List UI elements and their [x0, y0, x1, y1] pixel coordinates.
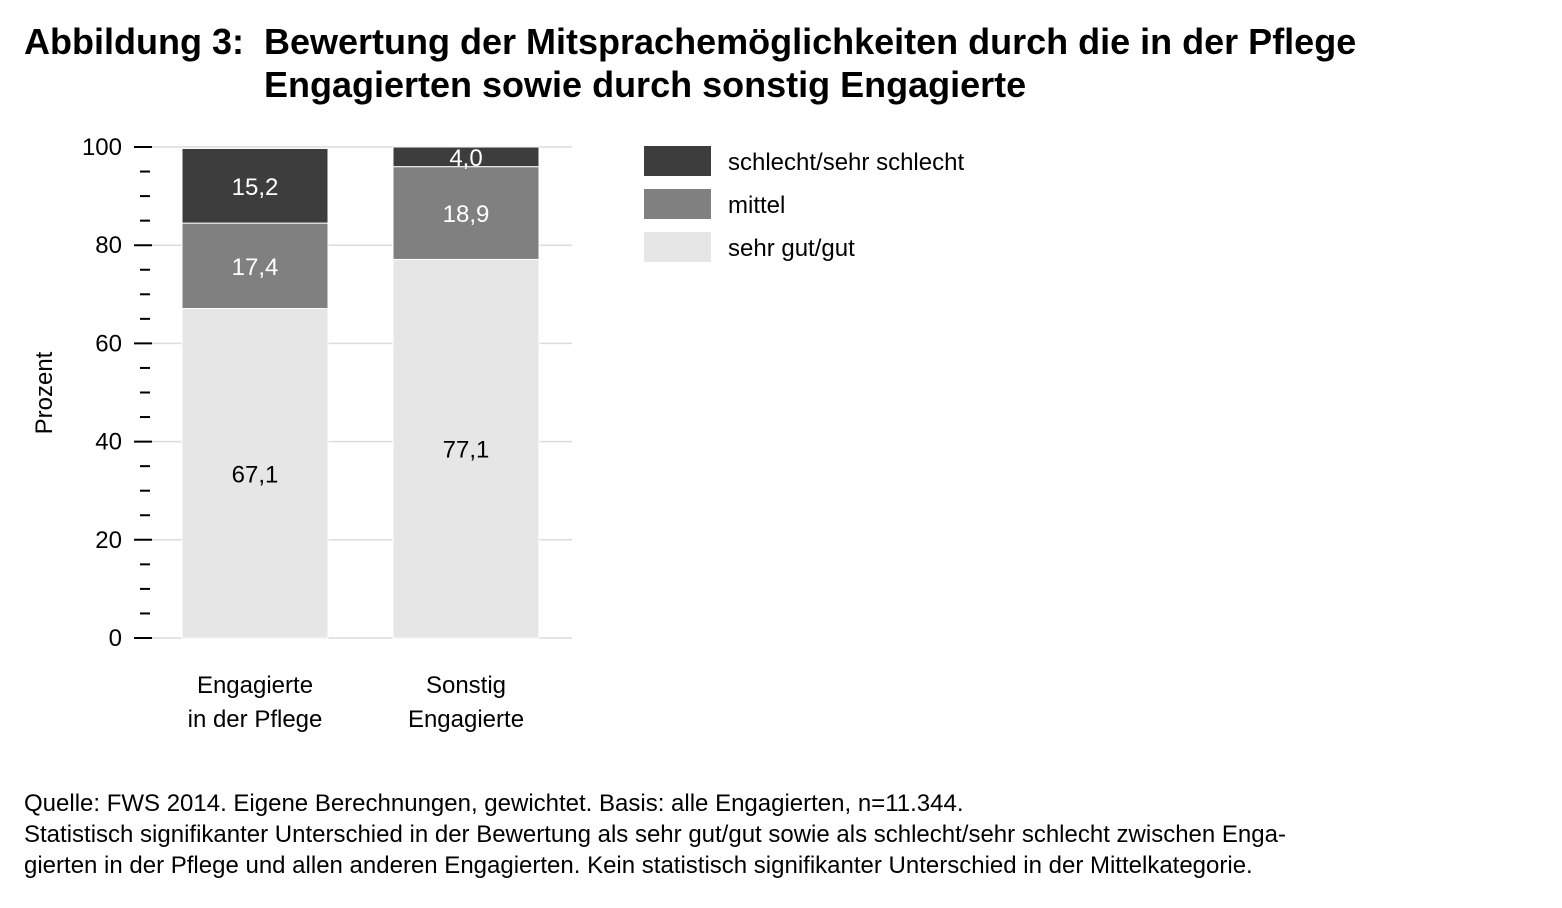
- y-tick-label: 100: [82, 134, 122, 161]
- y-axis-title: Prozent: [31, 351, 58, 434]
- bar-segment: [181, 222, 329, 310]
- significance-note-line2: gierten in der Pflege und allen anderen …: [24, 852, 1253, 879]
- bar-segment: [181, 308, 329, 639]
- figure-title-line2: Engagierten sowie durch sonstig Engagier…: [264, 64, 1027, 105]
- data-label: 67,1: [232, 461, 279, 488]
- data-label: 17,4: [232, 254, 279, 281]
- bar-segment: [392, 258, 540, 639]
- data-label: 18,9: [443, 201, 490, 228]
- data-label: 4,0: [449, 145, 482, 172]
- data-label: 77,1: [443, 437, 490, 464]
- y-axis: 0 20 40 60 80 100 Prozent: [31, 134, 152, 652]
- figure-label: Abbildung 3:: [24, 21, 244, 62]
- bar-segment: [392, 146, 540, 168]
- x-axis-labels: Engagierte in der Pflege Sonstig Engagierte: [188, 672, 524, 733]
- y-tick-label: 20: [95, 527, 122, 554]
- y-tick-label: 40: [95, 429, 122, 456]
- x-tick-label: in der Pflege: [188, 706, 323, 733]
- x-tick-label: Sonstig: [426, 672, 506, 699]
- legend-label: mittel: [728, 192, 785, 219]
- legend-swatch: [644, 189, 711, 219]
- significance-note-line1: Statistisch signifikanter Unterschied in…: [24, 821, 1286, 848]
- y-tick-label: 80: [95, 232, 122, 259]
- data-label: 15,2: [232, 174, 279, 201]
- y-tick-label: 0: [109, 625, 122, 652]
- legend-swatch: [644, 232, 711, 262]
- legend-label: sehr gut/gut: [728, 235, 855, 262]
- legend-swatch: [644, 146, 711, 176]
- x-tick-label: Engagierte: [197, 672, 313, 699]
- source-note: Quelle: FWS 2014. Eigene Berechnungen, g…: [24, 790, 964, 817]
- bar-segment: [181, 147, 329, 224]
- legend: schlecht/sehr schlecht mittel sehr gut/gut: [644, 146, 964, 262]
- x-tick-label: Engagierte: [408, 706, 524, 733]
- legend-label: schlecht/sehr schlecht: [728, 149, 964, 176]
- figure-title-line1: Bewertung der Mitsprachemöglichkeiten du…: [264, 21, 1357, 62]
- figure-footer: Quelle: FWS 2014. Eigene Berechnungen, g…: [24, 788, 1286, 881]
- y-tick-label: 60: [95, 330, 122, 357]
- bars: 67,1 17,4 15,2 77,1 18,9 4,0: [181, 145, 540, 639]
- bar-segment: [392, 166, 540, 260]
